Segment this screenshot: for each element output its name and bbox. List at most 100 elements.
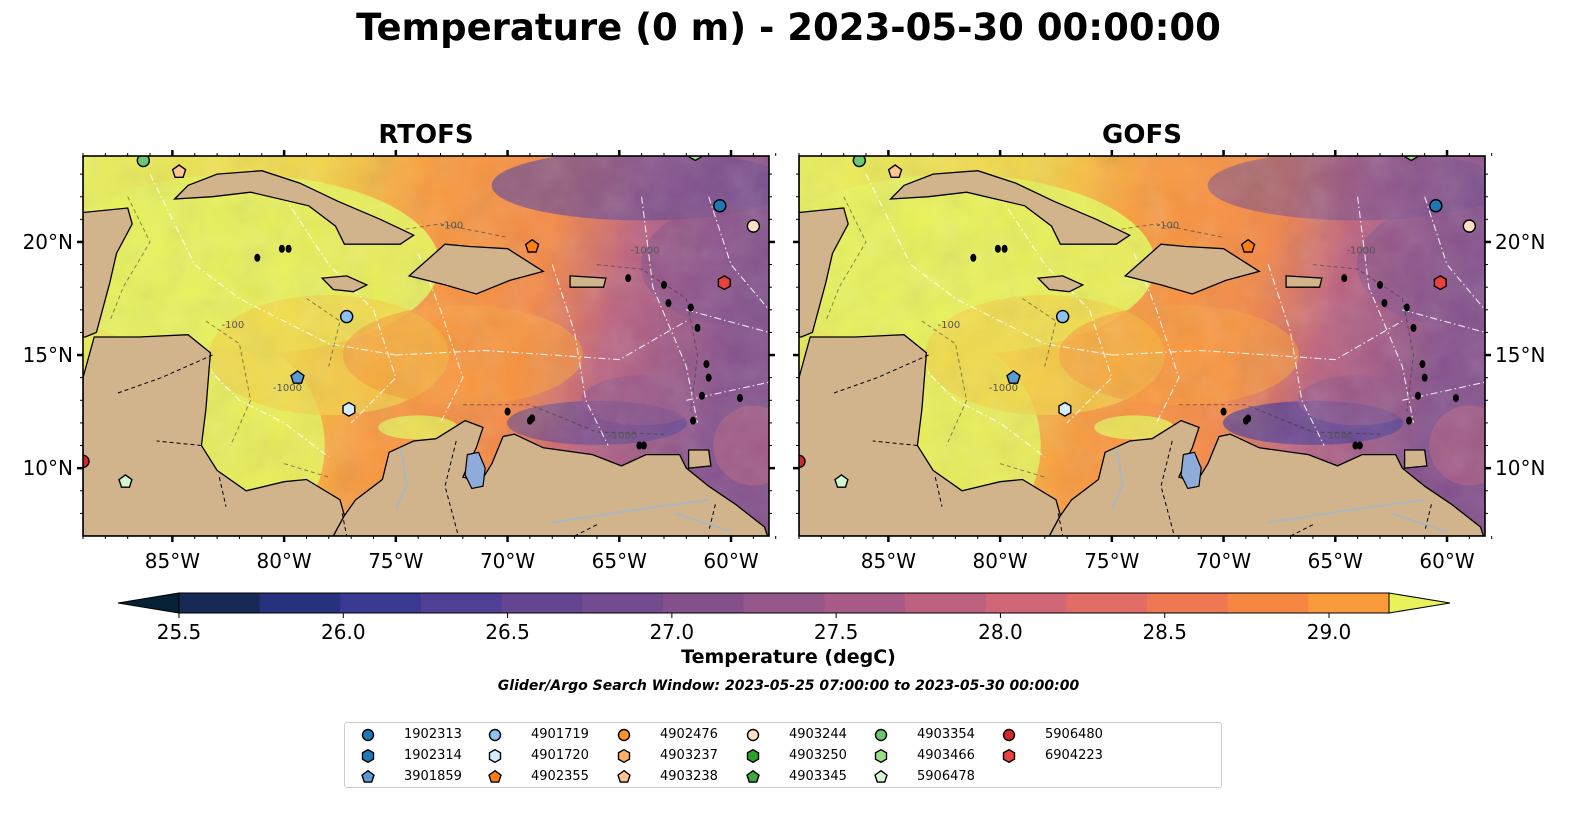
legend-marker-shape-1902313 <box>361 728 375 742</box>
colorbar-bin <box>1147 593 1229 613</box>
legend-marker-shape-4903250 <box>746 748 760 764</box>
river <box>674 512 732 533</box>
lon-tick-label: 65°W <box>1308 549 1363 573</box>
eez-boundary <box>395 320 687 361</box>
small-island <box>1414 391 1421 400</box>
land-pr <box>569 275 607 288</box>
legend-marker-shape-4903238 <box>617 769 631 783</box>
lon-tick-label: 60°W <box>1419 549 1474 573</box>
legend-label: 4902476 <box>660 727 718 742</box>
river <box>552 499 709 524</box>
small-island <box>1352 441 1359 450</box>
search-window-text: Glider/Argo Search Window: 2023-05-25 07… <box>497 678 1080 694</box>
float-marker-4901720 <box>1058 401 1072 417</box>
legend-marker-4903250 <box>746 748 760 764</box>
legend-marker-4903244 <box>746 728 760 742</box>
legend-marker-4902355 <box>488 769 502 783</box>
contour-label: -1000 <box>608 431 637 442</box>
contour-label: -100 <box>1157 220 1180 231</box>
legend-marker-4903345 <box>746 769 760 783</box>
legend-marker-3901859 <box>361 769 375 783</box>
contour-label: -100 <box>441 220 464 231</box>
lat-tick-label: 15°N <box>23 343 73 367</box>
bathymetry-contour <box>205 320 252 446</box>
bathymetry-contour <box>596 264 699 412</box>
small-island <box>1403 303 1410 312</box>
land-jamaica <box>1036 275 1085 293</box>
legend-marker-shape-5906478 <box>874 769 888 783</box>
small-island <box>665 299 672 308</box>
float-marker-4901719 <box>1055 309 1070 324</box>
bathymetry-contour <box>921 320 968 446</box>
float-marker-5906480 <box>799 454 806 469</box>
float-marker-4903354 <box>136 156 151 168</box>
legend-label: 4903237 <box>660 748 718 763</box>
float-marker-4903244 <box>1462 219 1477 233</box>
colorbar-tick-label: 28.5 <box>1142 620 1187 644</box>
lon-tick-label: 75°W <box>1084 549 1139 573</box>
small-island <box>1220 407 1227 416</box>
legend-marker-shape-3901859 <box>361 769 375 783</box>
small-island <box>1410 323 1417 332</box>
legend-marker-4903354 <box>874 728 888 742</box>
small-island <box>526 416 533 425</box>
small-island <box>254 253 261 262</box>
land-hispaniola <box>1123 243 1261 295</box>
contour-label: -1000 <box>630 245 659 256</box>
float-marker-6904223 <box>1433 275 1447 291</box>
colorbar-bin <box>421 593 503 613</box>
lon-tick-label: 75°W <box>368 549 423 573</box>
gofs-map: -1000 -100 -100 -1000 -1000 85°W 80°W 75°W 70°W 6… <box>793 150 1545 573</box>
lake-maracaibo <box>464 451 486 490</box>
small-island <box>640 441 647 450</box>
bathymetry-contour <box>1022 298 1057 367</box>
country-border <box>341 513 348 536</box>
small-island <box>736 394 743 403</box>
lat-tick-label: 15°N <box>1495 343 1545 367</box>
float-marker-4901720 <box>342 401 356 417</box>
small-island <box>1356 441 1363 450</box>
colorbar-bin <box>1066 593 1148 613</box>
map-frame <box>798 155 1486 537</box>
legend-label: 4903345 <box>789 769 847 784</box>
rtofs-map: -1000 -100 -100 -1000 -1000 85°W 80°W 75°W 70°W 6… <box>23 150 777 573</box>
country-border <box>156 440 202 446</box>
colorbar-tick-label: 29.0 <box>1307 620 1352 644</box>
land-cuba <box>888 170 1132 245</box>
float-marker-3901859 <box>290 370 305 384</box>
contour-label: -1000 <box>273 383 302 394</box>
small-island <box>705 373 712 382</box>
eez-boundary <box>1111 320 1403 361</box>
colorbar-tick-label: 25.5 <box>157 620 202 644</box>
float-legend: 1902313 1902314 3901859 4901719 4901720 49023… <box>344 722 1222 788</box>
legend-label: 4903250 <box>789 748 847 763</box>
float-marker-4903466 <box>1404 156 1418 162</box>
lon-tick-label: 80°W <box>972 549 1027 573</box>
small-island <box>1406 416 1413 425</box>
eez-boundary <box>910 354 1046 458</box>
country-border <box>444 440 459 536</box>
small-island <box>1242 416 1249 425</box>
small-island <box>1376 280 1383 289</box>
float-marker-4903244 <box>746 219 761 233</box>
eez-boundary <box>999 196 1113 424</box>
land-trinidad <box>687 449 712 469</box>
legend-label: 4903466 <box>917 748 975 763</box>
float-marker-4902355 <box>524 238 540 253</box>
legend-marker-shape-4902476 <box>617 728 631 742</box>
river <box>1268 499 1425 524</box>
colorbar-bin <box>1308 593 1390 613</box>
legend-marker-4903466 <box>874 748 888 764</box>
colorbar-bin <box>824 593 906 613</box>
country-border <box>218 477 227 507</box>
legend-marker-4901720 <box>488 748 502 764</box>
bathymetry-contour <box>999 463 1045 478</box>
legend-label: 4902355 <box>531 769 589 784</box>
float-marker-1902313 <box>713 199 727 213</box>
land-yucatan <box>799 156 849 338</box>
small-island <box>504 407 511 416</box>
legend-marker-shape-5906480 <box>1002 728 1016 742</box>
small-island <box>994 244 1001 253</box>
small-island <box>636 441 643 450</box>
legend-label: 4903244 <box>789 727 847 742</box>
